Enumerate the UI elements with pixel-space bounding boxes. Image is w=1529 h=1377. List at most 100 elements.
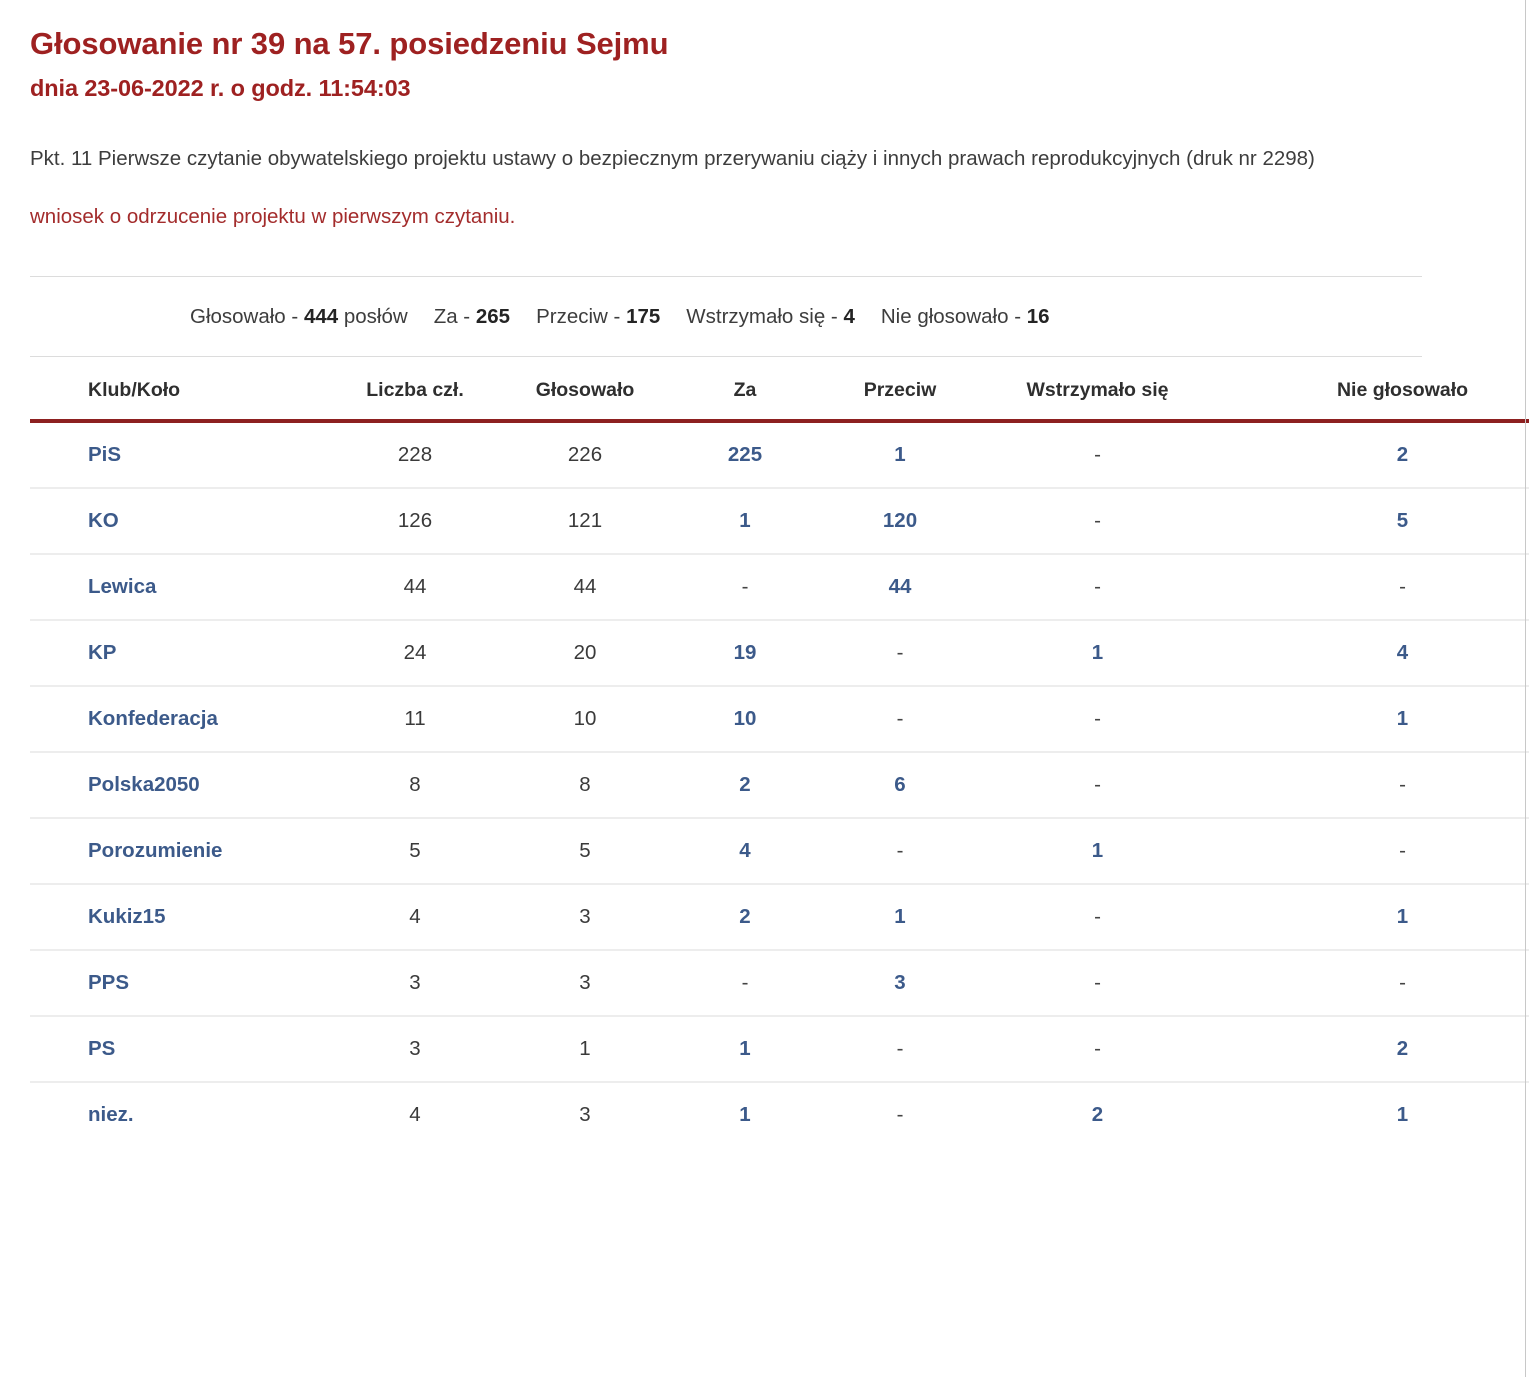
cell-wstrzymalo-sie: 2: [980, 1082, 1215, 1147]
table-row: Kukiz15 4 3 2 1 - 1: [30, 884, 1529, 952]
divider-above-summary: [30, 275, 1422, 277]
club-link[interactable]: Porozumienie: [88, 839, 223, 863]
club-link[interactable]: KO: [88, 509, 119, 533]
cell-przeciw: 120: [820, 488, 980, 556]
cell-club: PPS: [30, 950, 330, 1018]
cell-za-link[interactable]: 4: [739, 839, 751, 863]
cell-nie-glosowalo: 2: [1215, 1016, 1529, 1084]
club-link[interactable]: Konfederacja: [88, 707, 218, 731]
cell-glosowalo: 3: [500, 1082, 670, 1147]
cell-za-link[interactable]: 10: [733, 707, 757, 731]
cell-club: KP: [30, 620, 330, 688]
cell-wstrzymalo-sie: -: [980, 950, 1215, 1018]
page-scrollbar[interactable]: [1525, 0, 1526, 1377]
cell-przeciw-link[interactable]: 44: [888, 575, 912, 599]
column-header-za: Za: [670, 379, 820, 424]
cell-liczba-czl: 24: [330, 620, 500, 688]
club-link[interactable]: PS: [88, 1037, 116, 1061]
cell-za-link[interactable]: 1: [739, 509, 751, 533]
cell-przeciw: -: [820, 620, 980, 688]
cell-glosowalo-value: 44: [573, 575, 597, 599]
summary-wstrzymalo: Wstrzymało się - 4: [686, 305, 855, 328]
cell-przeciw: -: [820, 818, 980, 886]
cell-przeciw: 6: [820, 752, 980, 820]
cell-nie-glosowalo-value: -: [1399, 773, 1406, 797]
cell-za-link[interactable]: 225: [727, 443, 763, 467]
column-header-przeciw: Przeciw: [820, 379, 980, 424]
cell-club: PS: [30, 1016, 330, 1084]
club-link[interactable]: KP: [88, 641, 117, 665]
cell-wstrzymalo-sie: -: [980, 554, 1215, 622]
cell-club: Porozumienie: [30, 818, 330, 886]
column-header-club: Klub/Koło: [30, 379, 330, 424]
content-container: Głosowanie nr 39 na 57. posiedzeniu Sejm…: [30, 26, 1529, 1126]
cell-nie-glosowalo: 1: [1215, 686, 1529, 754]
cell-wstrzymalo-sie: -: [980, 421, 1215, 490]
cell-liczba-czl: 44: [330, 554, 500, 622]
table-row: PPS 3 3 - 3 - -: [30, 950, 1529, 1018]
cell-wstrzymalo-sie: 1: [980, 620, 1215, 688]
cell-glosowalo: 44: [500, 554, 670, 622]
cell-nie-glosowalo-link[interactable]: 1: [1396, 1103, 1409, 1127]
cell-przeciw: 3: [820, 950, 980, 1018]
cell-wstrzymalo-sie-link[interactable]: 1: [1091, 839, 1104, 863]
cell-za: 19: [670, 620, 820, 688]
summary-przeciw: Przeciw - 175: [536, 305, 660, 328]
cell-za: 225: [670, 421, 820, 490]
cell-przeciw: -: [820, 686, 980, 754]
cell-nie-glosowalo-link[interactable]: 4: [1396, 641, 1409, 665]
cell-przeciw-link[interactable]: 1: [894, 443, 906, 467]
cell-nie-glosowalo-link[interactable]: 1: [1396, 905, 1409, 929]
cell-nie-glosowalo-value: -: [1399, 575, 1406, 599]
cell-glosowalo: 121: [500, 488, 670, 556]
table-body: PiS 228 226 225 1-2 KO 126 121 1 120-5 Lewica 44 44-…: [30, 421, 1529, 1147]
cell-za-link[interactable]: 2: [739, 905, 751, 929]
cell-liczba-czl: 228: [330, 421, 500, 490]
cell-za-link[interactable]: 1: [739, 1037, 751, 1061]
club-link[interactable]: PiS: [88, 443, 122, 467]
club-link[interactable]: Kukiz15: [88, 905, 166, 929]
summary-total: Głosowało - 444 posłów: [190, 305, 408, 328]
cell-przeciw-link[interactable]: 6: [894, 773, 906, 797]
cell-liczba-czl-value: 3: [409, 1037, 421, 1061]
cell-glosowalo: 20: [500, 620, 670, 688]
cell-nie-glosowalo-link[interactable]: 2: [1396, 1037, 1409, 1061]
cell-za: -: [670, 554, 820, 622]
cell-club: Konfederacja: [30, 686, 330, 754]
motion-text: wniosek o odrzucenie projektu w pierwszy…: [30, 204, 516, 228]
cell-nie-glosowalo-link[interactable]: 1: [1396, 707, 1409, 731]
cell-nie-glosowalo: 1: [1215, 884, 1529, 952]
cell-glosowalo: 3: [500, 950, 670, 1018]
cell-przeciw-link[interactable]: 1: [894, 905, 906, 929]
cell-liczba-czl: 3: [330, 1016, 500, 1084]
divider-below-summary: [30, 356, 1422, 358]
cell-wstrzymalo-sie-link[interactable]: 2: [1091, 1103, 1104, 1127]
cell-za-link[interactable]: 19: [733, 641, 757, 665]
cell-za-link[interactable]: 2: [739, 773, 751, 797]
table-row: Konfederacja 11 10 10 - - 1: [30, 686, 1529, 754]
club-link[interactable]: PPS: [88, 971, 130, 995]
club-link[interactable]: Polska2050: [88, 773, 200, 797]
cell-za-link[interactable]: 1: [739, 1103, 751, 1127]
table-row: Lewica 44 44 - 44 - -: [30, 554, 1529, 622]
cell-liczba-czl: 3: [330, 950, 500, 1018]
club-link[interactable]: niez.: [88, 1103, 134, 1127]
summary-total-suffix: posłów: [343, 304, 408, 328]
summary-nie-glosowalo: Nie głosowało - 16: [881, 305, 1050, 328]
cell-nie-glosowalo: 4: [1215, 620, 1529, 688]
cell-glosowalo: 3: [500, 884, 670, 952]
cell-wstrzymalo-sie-link[interactable]: 1: [1091, 641, 1104, 665]
cell-nie-glosowalo-link[interactable]: 2: [1396, 443, 1409, 467]
cell-club: Kukiz15: [30, 884, 330, 952]
club-link[interactable]: Lewica: [88, 575, 157, 599]
cell-wstrzymalo-sie-value: -: [1094, 575, 1101, 599]
cell-przeciw-link[interactable]: 3: [894, 971, 906, 995]
cell-nie-glosowalo-link[interactable]: 5: [1396, 509, 1409, 533]
cell-liczba-czl-value: 4: [409, 905, 421, 929]
cell-liczba-czl-value: 126: [397, 509, 433, 533]
table-header-row: Klub/Koło Liczba czł. Głosowało Za Przec…: [30, 379, 1529, 424]
agenda-item-description: Pkt. 11 Pierwsze czytanie obywatelskiego…: [30, 146, 1315, 170]
cell-wstrzymalo-sie: -: [980, 488, 1215, 556]
cell-przeciw-link[interactable]: 120: [882, 509, 918, 533]
page-subtitle-datetime: dnia 23-06-2022 r. o godz. 11:54:03: [30, 74, 411, 101]
